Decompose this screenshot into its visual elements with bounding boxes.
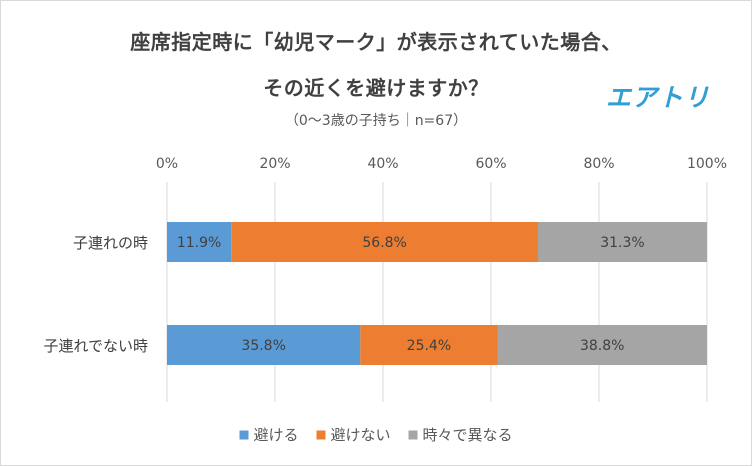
x-tick-label: 20% <box>259 156 290 172</box>
bar-segment <box>497 325 707 365</box>
brand-logo: エアトリ <box>606 83 711 112</box>
legend-label: 避けない <box>331 426 391 444</box>
category-label: 子連れでない時 <box>43 337 148 355</box>
data-label: 38.8% <box>580 338 624 354</box>
chart-title-line1: 座席指定時に「幼児マーク」が表示されていた場合、 <box>130 30 622 54</box>
x-tick-label: 80% <box>583 156 614 172</box>
bar-segment <box>537 222 707 262</box>
data-label: 25.4% <box>407 338 451 354</box>
bar-segment <box>167 325 361 365</box>
category-label: 子連れの時 <box>73 234 148 252</box>
x-tick-label: 100% <box>687 156 727 172</box>
chart-subtitle: （0～3歳の子持ち｜n=67） <box>284 113 468 129</box>
data-label: 56.8% <box>362 235 406 251</box>
x-tick-label: 0% <box>156 156 178 172</box>
chart-title-line2: その近くを避けますか？ <box>263 76 489 100</box>
legend-label: 時々で異なる <box>423 426 513 444</box>
legend-label: 避ける <box>254 426 299 444</box>
bar-segment <box>231 222 538 262</box>
x-tick-label: 60% <box>475 156 506 172</box>
legend-swatch <box>316 430 326 440</box>
data-label: 11.9% <box>177 235 221 251</box>
x-tick-label: 40% <box>367 156 398 172</box>
bar-segment <box>167 222 232 262</box>
data-label: 31.3% <box>600 235 644 251</box>
bar-segment <box>360 325 498 365</box>
legend-swatch <box>239 430 249 440</box>
data-label: 35.8% <box>241 338 285 354</box>
legend-swatch <box>408 430 418 440</box>
